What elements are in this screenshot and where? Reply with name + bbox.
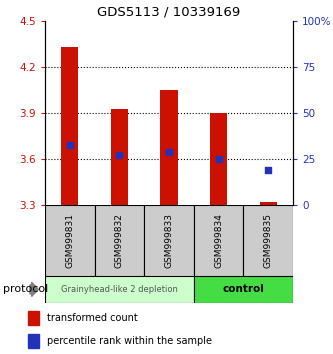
Bar (28, 334, 39, 348)
Bar (259, 202, 277, 205)
Bar (95, 205, 144, 276)
Text: GSM999835: GSM999835 (264, 213, 273, 268)
Point (266, 167, 271, 173)
Text: GSM999833: GSM999833 (165, 213, 173, 268)
Bar (61, 47, 79, 205)
Text: GSM999834: GSM999834 (214, 213, 223, 268)
Title: GDS5113 / 10339169: GDS5113 / 10339169 (97, 6, 241, 19)
Point (117, 152, 122, 158)
Bar (210, 113, 227, 205)
Bar (144, 205, 194, 276)
Bar (160, 90, 178, 205)
Text: control: control (222, 284, 264, 295)
Text: transformed count: transformed count (47, 313, 138, 323)
Bar (45, 276, 194, 303)
Point (216, 156, 221, 162)
Point (166, 149, 172, 154)
Bar (45, 205, 95, 276)
Bar (194, 205, 243, 276)
Bar (28, 312, 39, 325)
Bar (243, 205, 293, 276)
Text: GSM999831: GSM999831 (65, 213, 74, 268)
Text: Grainyhead-like 2 depletion: Grainyhead-like 2 depletion (61, 285, 178, 294)
Text: percentile rank within the sample: percentile rank within the sample (47, 336, 212, 346)
Text: GSM999832: GSM999832 (115, 213, 124, 268)
Text: protocol: protocol (3, 284, 49, 295)
Bar (194, 276, 293, 303)
Bar (111, 109, 128, 205)
Point (67, 143, 73, 148)
